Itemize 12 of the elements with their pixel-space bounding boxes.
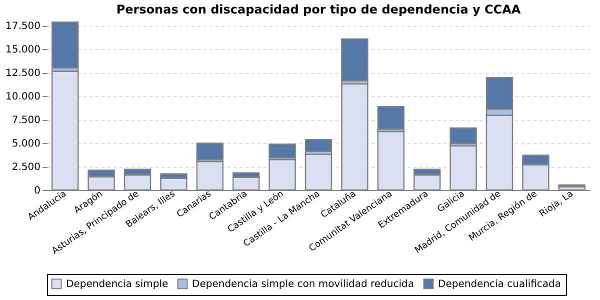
y-tick-label: 17.500 <box>6 21 40 32</box>
y-tick-label: 0 <box>34 186 40 196</box>
legend-label: Dependencia cualificada <box>438 278 562 290</box>
y-tick-label: 15.000 <box>6 44 40 56</box>
y-tick-label: 12.500 <box>6 68 40 80</box>
y-tick-label: 7.500 <box>12 115 40 126</box>
y-tick-label: 2.500 <box>12 162 40 174</box>
legend-label: Dependencia simple <box>66 278 168 290</box>
y-tick-label: 5.000 <box>12 138 40 150</box>
y-tick-label: 10.000 <box>6 92 40 103</box>
legend-label: Dependencia simple con movilidad reducida <box>192 278 414 290</box>
chart-title: Personas con discapacidad por tipo de dependencia y CCAA <box>116 2 522 17</box>
